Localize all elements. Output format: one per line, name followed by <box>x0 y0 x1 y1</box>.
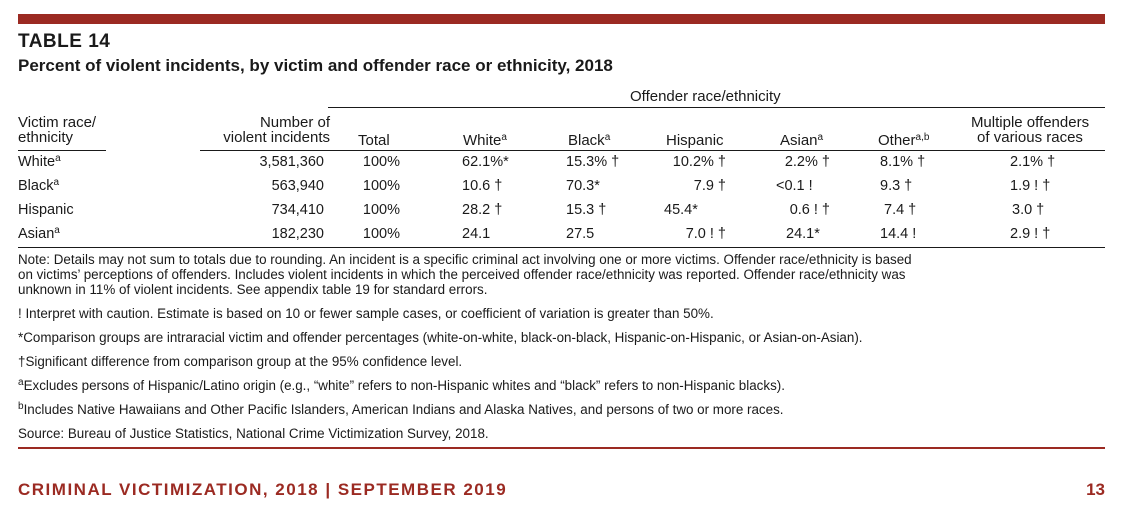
hispanic-cell: 7.9 † <box>693 178 726 194</box>
black-cell: 15.3 † <box>566 202 607 218</box>
total-cell: 100% <box>362 154 400 170</box>
footer-rule <box>18 447 1105 449</box>
header-accent-bar <box>18 14 1105 24</box>
table-bottom-rule <box>18 247 1105 248</box>
columns-header-underline <box>200 150 1105 151</box>
hispanic-header: Hispanic <box>666 132 724 149</box>
asian-header: Asiana <box>780 132 824 149</box>
multiple-cell: 3.0 † <box>1012 202 1045 218</box>
total-cell: 100% <box>362 202 400 218</box>
note-line-2: on victims’ perceptions of offenders. In… <box>18 267 906 282</box>
other-cell: 9.3 † <box>880 178 913 194</box>
other-cell: 8.1% † <box>880 154 926 170</box>
asian-cell: 24.1* <box>786 226 820 242</box>
multiple-cell: 2.9 ! † <box>1010 226 1051 242</box>
other-cell: 14.4 ! <box>880 226 917 242</box>
note-line-1: Note: Details may not sum to totals due … <box>18 252 912 267</box>
total-header: Total <box>358 132 390 149</box>
note-footnote-a: aExcludes persons of Hispanic/Latino ori… <box>18 377 785 393</box>
total-cell: 100% <box>362 226 400 242</box>
multiple-cell: 2.1% † <box>1010 154 1056 170</box>
hispanic-cell: 45.4* <box>664 202 698 218</box>
table-title: Percent of violent incidents, by victim … <box>18 56 613 75</box>
other-cell: 7.4 † <box>884 202 917 218</box>
victim-cell: Asiana <box>18 225 60 242</box>
number-cell: 563,940 <box>271 178 324 194</box>
number-cell: 734,410 <box>271 202 324 218</box>
note-footnote-b: bIncludes Native Hawaiians and Other Pac… <box>18 401 784 417</box>
white-cell: 10.6 † <box>462 178 503 194</box>
number-cell: 3,581,360 <box>259 154 324 170</box>
victim-header: Victim race/ ethnicity <box>18 114 97 146</box>
note-line-3: unknown in 11% of violent incidents. See… <box>18 282 488 297</box>
number-cell: 182,230 <box>271 226 324 242</box>
white-cell: 28.2 † <box>462 202 503 218</box>
white-cell: 24.1 <box>462 226 491 242</box>
note-significance: †Significant difference from comparison … <box>18 354 463 369</box>
victim-cell: Whitea <box>18 153 61 170</box>
black-cell: 15.3% † <box>566 154 620 170</box>
asian-cell: 2.2% † <box>784 154 830 170</box>
white-header: Whitea <box>463 132 507 149</box>
table-label: TABLE 14 <box>18 31 111 52</box>
group-header-rule <box>328 107 1105 108</box>
other-header: Othera,b <box>878 132 930 149</box>
asian-cell: 0.6 ! † <box>789 202 830 218</box>
page-number: 13 <box>1086 480 1105 499</box>
hispanic-cell: 10.2% † <box>672 154 726 170</box>
victim-cell: Blacka <box>18 177 60 194</box>
black-cell: 27.5 <box>566 226 595 242</box>
footer-publication: CRIMINAL VICTIMIZATION, 2018 | SEPTEMBER… <box>18 480 508 499</box>
white-cell: 62.1%* <box>462 154 509 170</box>
victim-header-underline <box>18 150 106 151</box>
total-cell: 100% <box>362 178 400 194</box>
victim-cell: Hispanic <box>18 202 74 218</box>
hispanic-cell: 7.0 ! † <box>685 226 726 242</box>
number-header: Number of violent incidents <box>223 114 330 146</box>
offender-group-header: Offender race/ethnicity <box>630 88 781 105</box>
note-caution: ! Interpret with caution. Estimate is ba… <box>18 306 714 321</box>
multiple-header: Multiple offenders of various races <box>970 114 1090 146</box>
multiple-cell: 1.9 ! † <box>1010 178 1051 194</box>
note-comparison: *Comparison groups are intraracial victi… <box>18 330 863 345</box>
asian-cell: <0.1 ! <box>776 178 813 194</box>
black-header: Blacka <box>568 132 611 149</box>
note-source: Source: Bureau of Justice Statistics, Na… <box>18 426 489 441</box>
black-cell: 70.3* <box>566 178 600 194</box>
